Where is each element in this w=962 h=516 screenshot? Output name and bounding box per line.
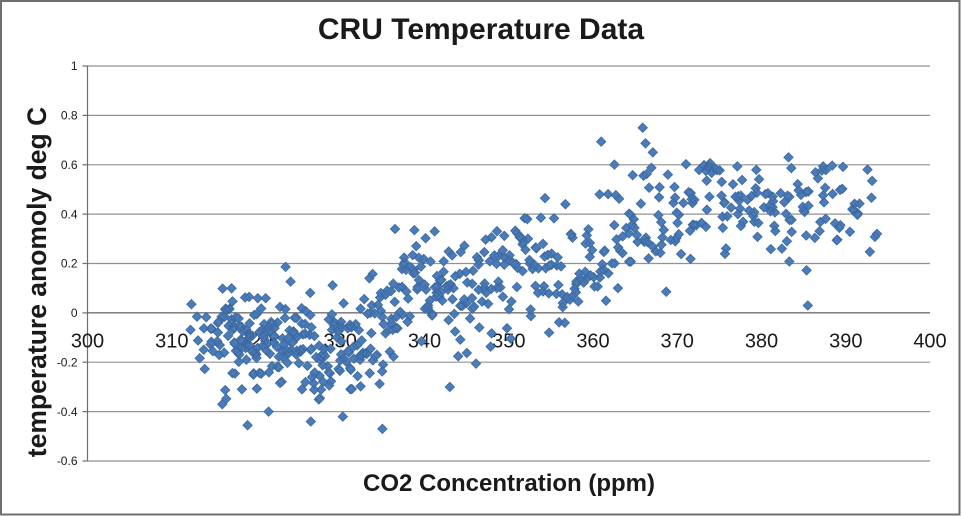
svg-text:-0.4: -0.4: [57, 405, 78, 419]
svg-text:0.2: 0.2: [61, 257, 78, 271]
svg-text:-0.6: -0.6: [57, 454, 78, 468]
svg-text:temperature anomoly deg C: temperature anomoly deg C: [22, 107, 52, 457]
svg-text:-0.2: -0.2: [57, 355, 78, 369]
svg-text:CO2 Concentration (ppm): CO2 Concentration (ppm): [363, 470, 655, 497]
svg-text:360: 360: [576, 331, 609, 353]
svg-text:380: 380: [745, 331, 778, 353]
svg-text:CRU Temperature Data: CRU Temperature Data: [318, 13, 645, 46]
svg-text:1: 1: [71, 59, 78, 73]
svg-text:0: 0: [71, 306, 78, 320]
svg-text:370: 370: [661, 331, 694, 353]
svg-text:0.8: 0.8: [61, 109, 78, 123]
svg-text:0.4: 0.4: [61, 207, 78, 221]
svg-text:400: 400: [913, 331, 946, 353]
svg-text:300: 300: [71, 331, 104, 353]
svg-text:390: 390: [829, 331, 862, 353]
svg-text:0.6: 0.6: [61, 158, 78, 172]
svg-text:310: 310: [155, 331, 188, 353]
